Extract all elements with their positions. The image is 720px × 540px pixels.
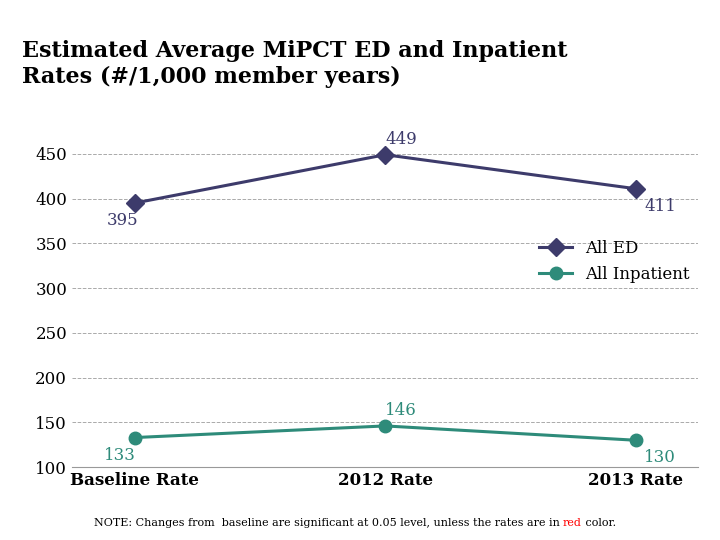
Text: Rates (#/1,000 member years): Rates (#/1,000 member years) xyxy=(22,66,400,88)
Text: 133: 133 xyxy=(104,447,136,464)
Text: color.: color. xyxy=(582,518,616,528)
Text: 26: 26 xyxy=(677,9,702,27)
Text: red: red xyxy=(563,518,582,528)
Legend: All ED, All Inpatient: All ED, All Inpatient xyxy=(539,240,690,282)
Text: 411: 411 xyxy=(644,198,676,215)
Text: 449: 449 xyxy=(385,131,417,147)
Text: 130: 130 xyxy=(644,449,676,467)
Text: 395: 395 xyxy=(107,212,138,230)
Text: NOTE: Changes from  baseline are significant at 0.05 level, unless the rates are: NOTE: Changes from baseline are signific… xyxy=(94,518,563,528)
Text: Estimated Average MiPCT ED and Inpatient: Estimated Average MiPCT ED and Inpatient xyxy=(22,40,567,63)
Text: 146: 146 xyxy=(385,402,417,419)
